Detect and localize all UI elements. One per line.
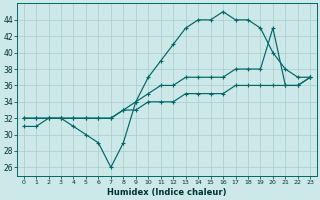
X-axis label: Humidex (Indice chaleur): Humidex (Indice chaleur) [107,188,227,197]
